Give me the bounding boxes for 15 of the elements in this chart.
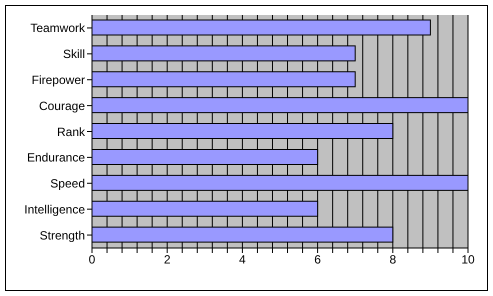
x-tick-label: 4 bbox=[239, 252, 246, 267]
y-tick-label: Courage bbox=[38, 98, 86, 113]
y-tick-label: Endurance bbox=[26, 150, 86, 165]
y-tick-label: Strength bbox=[40, 228, 85, 242]
y-tick-label: Rank bbox=[56, 124, 86, 139]
x-tick-label: 6 bbox=[314, 252, 322, 267]
x-tick-label: 10 bbox=[461, 252, 475, 267]
x-tick-label: 0 bbox=[88, 252, 96, 267]
y-tick-label: Speed bbox=[50, 176, 85, 191]
y-tick-label: Firepower bbox=[32, 72, 85, 87]
y-tick-label: Intelligence bbox=[24, 202, 86, 216]
y-tick-label: Skill bbox=[62, 47, 85, 62]
x-tick-label: 2 bbox=[164, 252, 171, 267]
y-tick-label: Teamwork bbox=[30, 21, 86, 36]
x-tick-label: 8 bbox=[389, 252, 396, 267]
